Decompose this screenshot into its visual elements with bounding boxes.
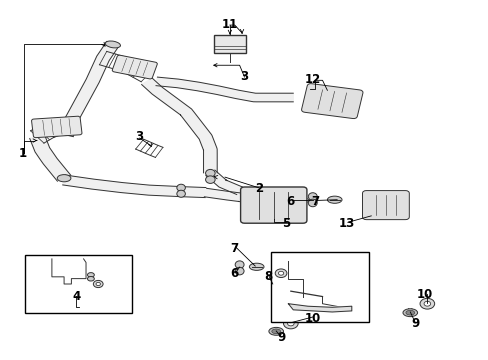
Text: 10: 10 [304, 311, 320, 325]
Text: 6: 6 [286, 195, 294, 208]
Ellipse shape [308, 199, 317, 207]
Polygon shape [205, 170, 242, 194]
Text: 4: 4 [72, 290, 80, 303]
Circle shape [423, 301, 430, 306]
Text: 3: 3 [240, 69, 248, 82]
Ellipse shape [205, 176, 215, 183]
Circle shape [278, 271, 283, 275]
Circle shape [283, 318, 298, 329]
Polygon shape [62, 175, 205, 198]
Text: 9: 9 [410, 317, 418, 330]
Text: 7: 7 [230, 242, 238, 255]
Text: 2: 2 [255, 183, 263, 195]
Bar [271, 252, 368, 321]
FancyBboxPatch shape [214, 36, 245, 53]
Ellipse shape [87, 273, 94, 277]
Polygon shape [58, 41, 119, 135]
Ellipse shape [57, 175, 71, 182]
FancyBboxPatch shape [301, 84, 362, 118]
Ellipse shape [308, 193, 317, 200]
Circle shape [275, 269, 286, 278]
Ellipse shape [235, 267, 244, 275]
FancyBboxPatch shape [362, 190, 408, 220]
Text: 5: 5 [281, 216, 289, 230]
Text: 6: 6 [230, 267, 238, 280]
Circle shape [93, 280, 103, 288]
Polygon shape [288, 304, 351, 312]
Ellipse shape [177, 184, 185, 191]
Text: 13: 13 [338, 216, 354, 230]
Polygon shape [142, 78, 217, 173]
Ellipse shape [177, 190, 185, 197]
FancyBboxPatch shape [240, 187, 306, 223]
FancyBboxPatch shape [112, 55, 157, 79]
Ellipse shape [205, 170, 215, 177]
Polygon shape [30, 135, 71, 181]
Polygon shape [156, 77, 293, 102]
Ellipse shape [327, 196, 341, 203]
Ellipse shape [235, 261, 244, 269]
Text: 12: 12 [304, 73, 320, 86]
Text: 7: 7 [310, 195, 319, 208]
Circle shape [287, 321, 293, 326]
Text: 1: 1 [19, 147, 27, 159]
Ellipse shape [105, 41, 120, 48]
Ellipse shape [402, 309, 417, 317]
Ellipse shape [268, 327, 283, 335]
Ellipse shape [87, 276, 94, 281]
Text: 8: 8 [263, 270, 271, 283]
Text: 9: 9 [276, 331, 285, 344]
Text: 11: 11 [221, 18, 238, 31]
Polygon shape [204, 188, 240, 202]
Ellipse shape [405, 310, 414, 315]
Bar [25, 255, 132, 313]
Ellipse shape [249, 263, 264, 270]
Polygon shape [238, 193, 252, 204]
Ellipse shape [271, 329, 280, 334]
Circle shape [419, 298, 434, 309]
Circle shape [96, 282, 100, 285]
Text: 10: 10 [416, 288, 432, 301]
Text: 3: 3 [135, 130, 143, 144]
FancyBboxPatch shape [32, 116, 82, 138]
